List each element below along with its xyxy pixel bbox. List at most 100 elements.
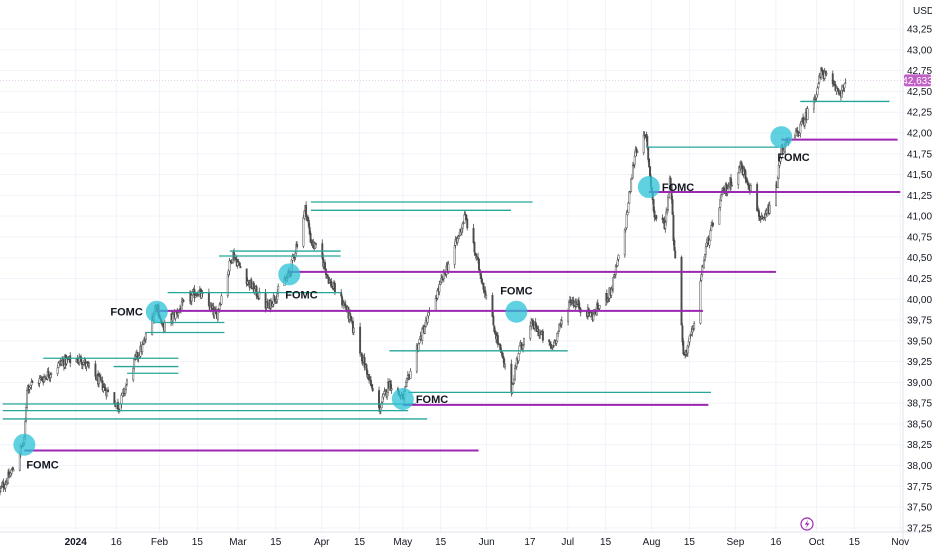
candle-body <box>825 72 828 75</box>
candle-body <box>99 377 102 381</box>
candle-body <box>557 331 560 334</box>
candle-body <box>699 280 702 324</box>
candle-body <box>180 301 183 311</box>
candle-body <box>360 353 363 362</box>
candle-body <box>673 240 676 251</box>
candle-body <box>492 315 495 326</box>
candle-body <box>722 187 725 191</box>
candle-body <box>666 210 669 214</box>
candle-body <box>120 394 123 405</box>
lightning-icon[interactable] <box>800 517 814 531</box>
candle-body <box>681 325 684 343</box>
candle-body <box>424 320 427 327</box>
fomc-marker[interactable] <box>505 300 528 323</box>
candle-body <box>163 322 166 332</box>
fomc-lines[interactable] <box>24 138 901 452</box>
candle-body <box>418 338 421 344</box>
candle-body <box>628 191 631 204</box>
fomc-marker[interactable] <box>13 433 36 456</box>
candle-body <box>107 389 109 393</box>
time-tick-label: Aug <box>643 537 661 548</box>
candle-body <box>763 217 766 219</box>
candle-body <box>220 295 223 305</box>
candle-body <box>239 266 242 269</box>
fomc-annotations[interactable]: FOMC FOMC FOMC FOMC FOMC FOMC FOMC <box>13 126 810 472</box>
fomc-marker[interactable] <box>770 126 793 149</box>
candle-body <box>680 256 683 326</box>
candle-body <box>577 300 580 309</box>
candle-body <box>700 274 703 281</box>
candle-body <box>359 326 362 354</box>
candle-body <box>237 261 240 263</box>
time-tick-label: 15 <box>270 537 282 548</box>
support-lines[interactable] <box>2 100 890 420</box>
candle-body <box>305 205 308 218</box>
price-tick-label: 42,250 <box>907 108 932 119</box>
candle-body <box>427 312 430 317</box>
candle-body <box>276 293 279 301</box>
candle-body <box>177 312 180 316</box>
fomc-marker[interactable] <box>145 300 168 323</box>
candle-body <box>633 155 636 165</box>
candle-body <box>799 123 802 134</box>
candle-body <box>568 302 570 312</box>
candle-body <box>368 374 371 380</box>
fomc-marker[interactable] <box>391 388 414 410</box>
candle-body <box>570 302 573 304</box>
fomc-label: FOMC <box>777 152 809 164</box>
last-price-label: 42,633 <box>902 76 932 87</box>
fomc-label: FOMC <box>416 394 448 406</box>
time-tick-labels: 2024 16 Feb 15 Mar 15 Apr 15 May 15 Jun 17 Jul 15 Aug 1… <box>65 537 910 548</box>
candle-body <box>664 222 667 229</box>
candle-body <box>65 358 68 364</box>
candle-body <box>245 268 248 285</box>
fomc-marker[interactable] <box>637 176 660 199</box>
candle-body <box>69 355 72 364</box>
candle-body <box>776 177 779 188</box>
candle-body <box>688 335 691 343</box>
candle-body <box>350 315 353 322</box>
candle-body <box>340 292 343 297</box>
candle-body <box>720 194 723 201</box>
candle-body <box>219 304 222 306</box>
candle-body <box>370 384 373 388</box>
fomc-label: FOMC <box>285 289 317 301</box>
candle-body <box>456 238 459 243</box>
fomc-label: FOMC <box>662 182 694 194</box>
price-tick-label: 38,750 <box>907 399 932 410</box>
price-tick-label: 37,500 <box>907 503 932 514</box>
candle-body <box>541 331 544 341</box>
candle-body <box>502 355 505 359</box>
candle-body <box>341 296 344 306</box>
currency-label[interactable]: USD <box>913 6 932 17</box>
candle-body <box>447 263 450 272</box>
candle-body <box>556 332 559 342</box>
candle-body <box>26 390 28 408</box>
candle-body <box>478 258 480 270</box>
time-tick-label: 17 <box>524 537 536 548</box>
candle-body <box>380 402 383 409</box>
candle-body <box>121 393 124 396</box>
fomc-marker[interactable] <box>278 263 301 286</box>
candle-body <box>390 388 393 391</box>
candle-body <box>473 242 476 253</box>
candle-body <box>250 279 253 289</box>
candle-body <box>719 199 722 208</box>
candle-body <box>480 277 483 283</box>
price-tick-label: 38,000 <box>907 461 932 472</box>
price-tick-label: 40,500 <box>907 253 932 264</box>
price-tick-label: 40,750 <box>907 232 932 243</box>
candle-body <box>326 274 329 278</box>
candle-body <box>796 130 799 133</box>
price-tick-label: 39,250 <box>907 357 932 368</box>
candle-body <box>532 320 534 327</box>
price-tick-label: 39,500 <box>907 336 932 347</box>
candle-body <box>606 299 609 301</box>
time-tick-label: Oct <box>809 537 825 548</box>
candle-body <box>253 288 256 293</box>
time-tick-label: May <box>393 537 412 548</box>
candle-body <box>703 253 706 261</box>
price-tick-label: 40,000 <box>907 295 932 306</box>
candle-body <box>642 134 645 153</box>
